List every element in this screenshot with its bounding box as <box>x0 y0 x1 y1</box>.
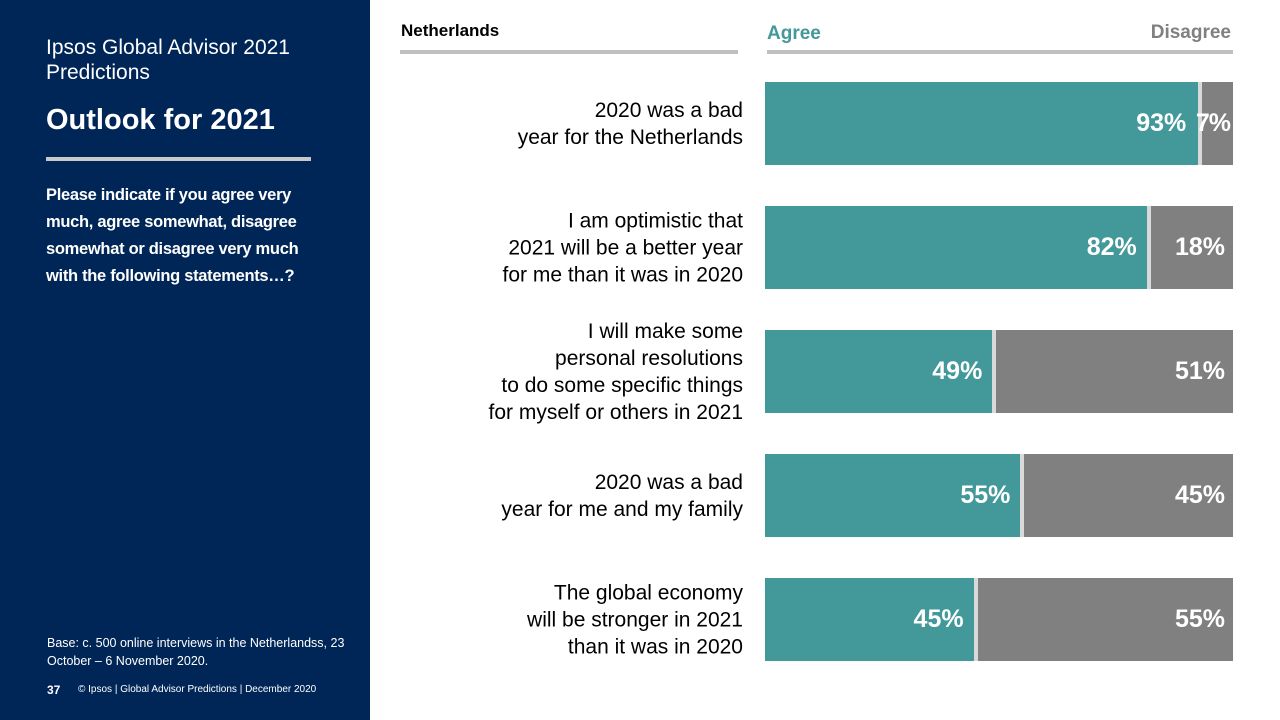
bar-disagree: 55% <box>977 578 1233 661</box>
bar-row: The global economy will be stronger in 2… <box>420 578 1233 661</box>
footer: © Ipsos | Global Advisor Predictions | D… <box>78 684 317 695</box>
bar-disagree: 7% <box>1196 82 1233 165</box>
bar-disagree: 45% <box>1024 454 1233 537</box>
divider <box>400 50 738 54</box>
bar-agree: 45% <box>765 578 974 661</box>
bar-disagree: 51% <box>996 330 1233 413</box>
page-title: Outlook for 2021 <box>46 104 275 136</box>
bar-row: 2020 was a bad year for me and my family… <box>420 454 1233 537</box>
category-label: The global economy will be stronger in 2… <box>527 581 743 658</box>
page-number: 37 <box>47 683 61 697</box>
category-label: 2020 was a bad year for me and my family <box>501 470 743 521</box>
category-label: I am optimistic that 2021 will be a bett… <box>502 209 743 286</box>
legend-agree: Agree <box>767 23 821 44</box>
report-title: Ipsos Global Advisor 2021 Predictions <box>46 36 290 84</box>
divider <box>46 157 311 161</box>
bar-row: 2020 was a bad year for the Netherlands 9… <box>420 82 1233 165</box>
bar-track: 49% 51% <box>765 330 1233 413</box>
bar-agree: 93% <box>765 82 1199 165</box>
bar-agree: 49% <box>765 330 993 413</box>
survey-question: Please indicate if you agree very much, … <box>46 186 299 285</box>
bar-row: I am optimistic that 2021 will be a bett… <box>420 206 1233 289</box>
bar-track: 45% 55% <box>765 578 1233 661</box>
legend-disagree: Disagree <box>1150 22 1231 43</box>
category-label: I will make some personal resolutions to… <box>488 319 743 424</box>
bar-agree: 55% <box>765 454 1021 537</box>
divider <box>767 50 1233 54</box>
category-label: 2020 was a bad year for the Netherlands <box>517 98 743 149</box>
bar-disagree: 18% <box>1150 206 1233 289</box>
base-note: Base: c. 500 online interviews in the Ne… <box>47 636 345 668</box>
bar-track: 55% 45% <box>765 454 1233 537</box>
bar-agree: 82% <box>765 206 1147 289</box>
chart-title: Netherlands <box>401 21 500 40</box>
bar-row: I will make some personal resolutions to… <box>420 320 1233 424</box>
bar-track: 93% 7% <box>765 82 1233 165</box>
bar-track: 82% 18% <box>765 206 1233 289</box>
sidebar: Ipsos Global Advisor 2021 Predictions Ou… <box>0 0 370 720</box>
